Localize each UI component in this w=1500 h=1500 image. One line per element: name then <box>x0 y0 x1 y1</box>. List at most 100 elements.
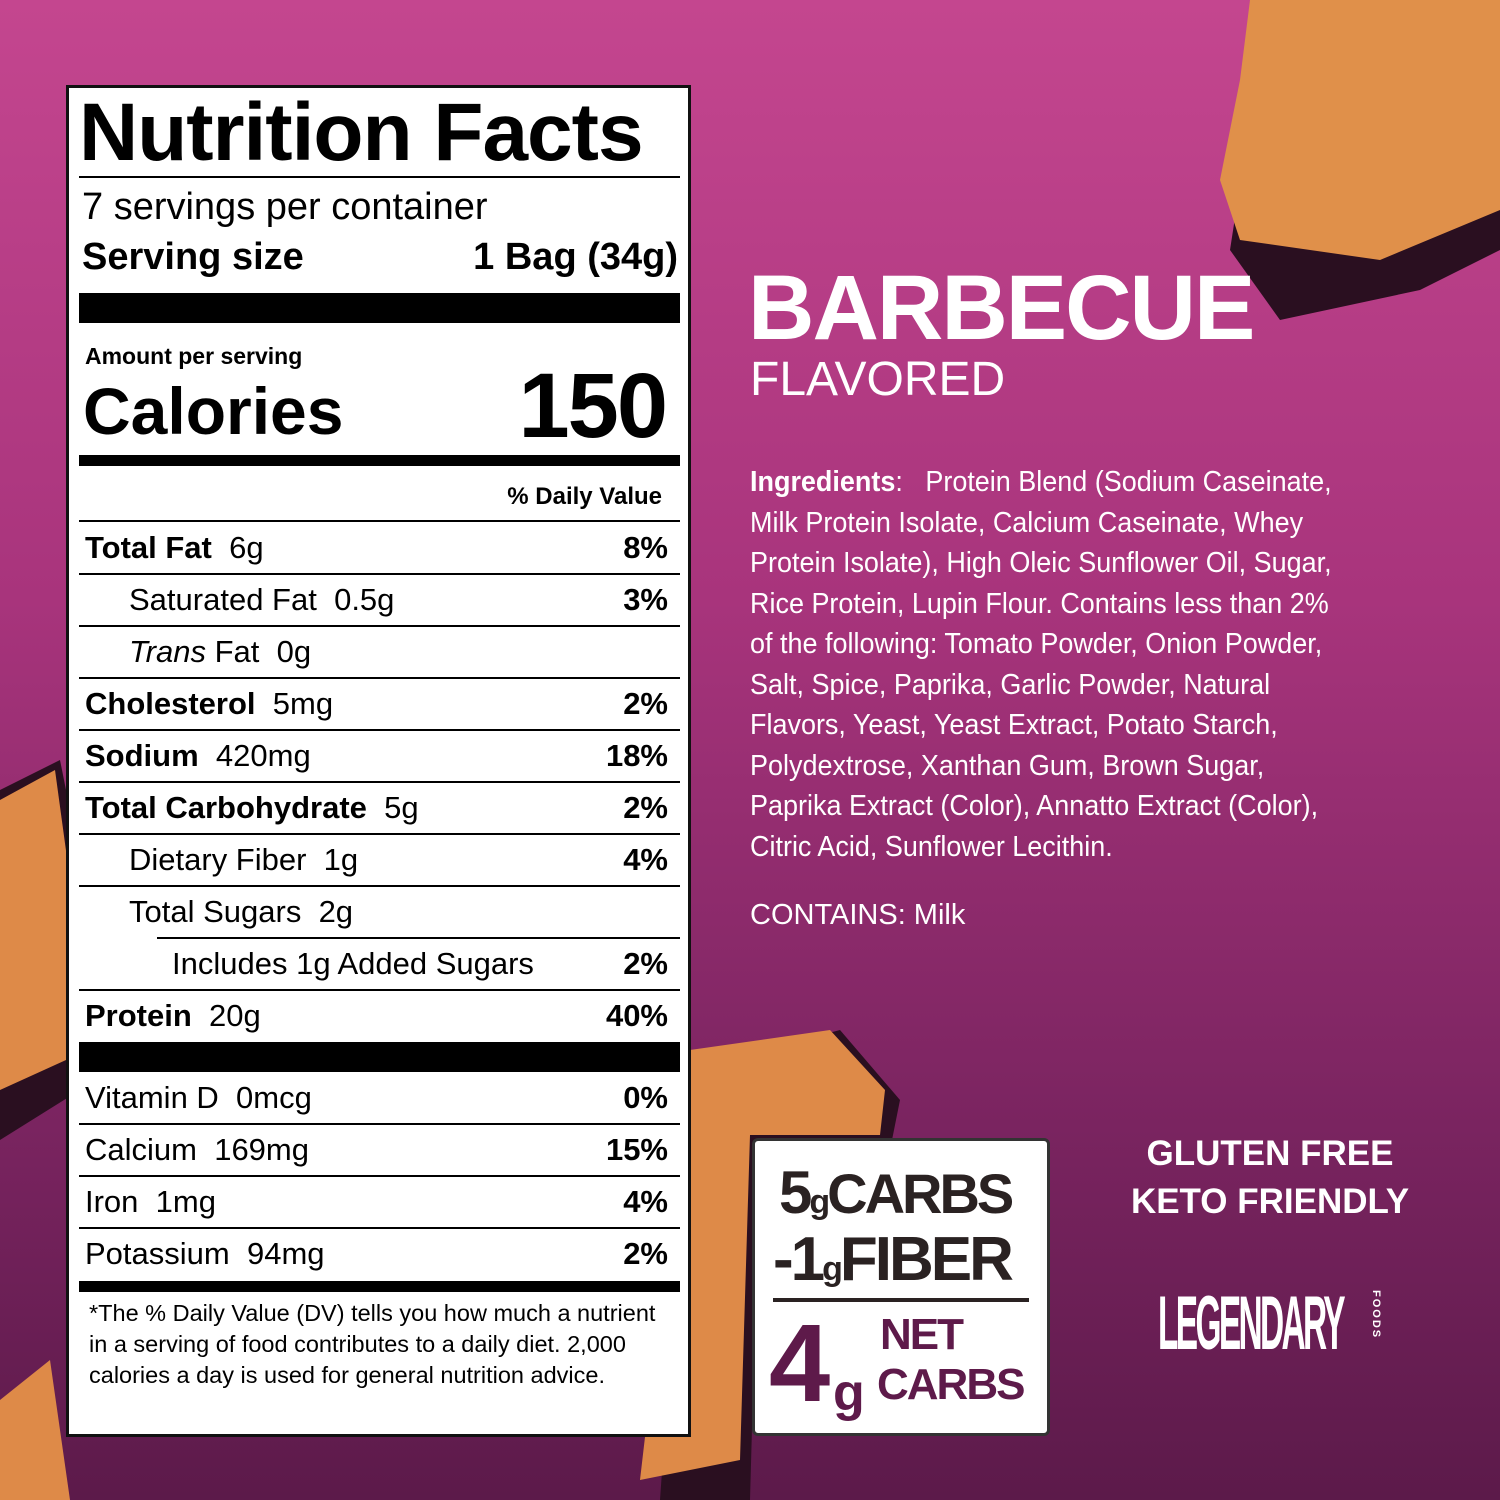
vitamin-row: Potassium 94mg 2% <box>85 1228 668 1280</box>
fiber-unit: g <box>822 1250 843 1288</box>
nutrient-amount: 0.5g <box>334 582 395 617</box>
divider <box>79 520 680 522</box>
divider <box>79 989 680 991</box>
nutrient-amount: 20g <box>209 998 261 1033</box>
nutrient-name: Protein <box>85 998 192 1033</box>
nutrient-row: Total Fat 6g 8% <box>85 522 668 574</box>
nutrient-daily-value: 4% <box>623 842 668 877</box>
calories-value: 150 <box>518 355 668 457</box>
nutrient-daily-value: 40% <box>605 998 668 1033</box>
vitamin-name: Potassium <box>85 1236 230 1271</box>
calories-label: Calories <box>83 374 344 448</box>
daily-value-header: % Daily Value <box>507 483 662 510</box>
divider <box>79 729 680 731</box>
ingredients-text: Protein Blend (Sodium Caseinate, Milk Pr… <box>750 466 1332 863</box>
divider <box>79 677 680 679</box>
nutrient-amount: 420mg <box>215 738 311 773</box>
fiber-line: -1gFIBER <box>773 1229 1014 1291</box>
nutrient-row: Protein 20g 40% <box>85 990 668 1042</box>
allergen-statement: CONTAINS: Milk <box>750 899 966 931</box>
servings-per-container: 7 servings per container <box>82 186 488 228</box>
divider <box>79 1227 680 1229</box>
vitamin-daily-value: 4% <box>623 1184 668 1219</box>
vitamin-amount: 94mg <box>246 1236 325 1271</box>
nutrient-name: Includes 1g Added Sugars <box>172 946 534 981</box>
ingredients-label: Ingredients <box>750 466 896 498</box>
thick-divider <box>79 293 680 323</box>
vitamin-row: Vitamin D 0mcg 0% <box>85 1072 668 1124</box>
chip-image-bottom-left <box>0 1360 70 1500</box>
nutrient-name: Dietary Fiber <box>129 842 307 877</box>
net-carbs-number: 4 <box>769 1302 830 1425</box>
vitamin-amount: 1mg <box>155 1184 216 1219</box>
nutrient-name: Total Sugars <box>129 894 302 929</box>
nutrient-amount: 6g <box>229 530 264 565</box>
nutrient-daily-value: 2% <box>623 686 668 721</box>
vitamin-row: Calcium 169mg 15% <box>85 1124 668 1176</box>
nutrition-facts-label: Nutrition Facts 7 servings per container… <box>66 85 691 1437</box>
logo-subtext: FOODS <box>1370 1290 1382 1340</box>
vitamin-amount: 169mg <box>214 1132 309 1167</box>
footnote: *The % Daily Value (DV) tells you how mu… <box>89 1300 656 1388</box>
nutrient-amount: 0g <box>276 634 312 669</box>
carbs-number: 5 <box>779 1159 812 1226</box>
vitamin-name: Calcium <box>85 1132 197 1167</box>
nutrient-name: Trans <box>129 634 206 669</box>
nutrient-daily-value: 2% <box>623 946 668 981</box>
nutrient-name: Sodium <box>85 738 199 773</box>
nutrient-daily-value: 8% <box>623 530 668 565</box>
net-carbs-label: CARBS <box>877 1360 1025 1409</box>
nutrient-name: Saturated Fat <box>129 582 317 617</box>
serving-size-label: Serving size <box>82 236 304 278</box>
divider <box>79 625 680 627</box>
chip-image-top-right <box>1220 0 1500 320</box>
divider <box>157 937 680 939</box>
nutrient-row: Saturated Fat 0.5g 3% <box>129 574 668 626</box>
thick-divider <box>79 1042 680 1072</box>
brand-logo: LEGENDARY <box>1158 1286 1346 1362</box>
nutrient-name-suffix: Fat <box>214 634 260 669</box>
nutrient-daily-value: 2% <box>623 790 668 825</box>
nutrient-name: Cholesterol <box>85 686 256 721</box>
net-label: NET <box>880 1310 964 1359</box>
nutrient-daily-value: 3% <box>623 582 668 617</box>
carbs-line: 5gCARBS <box>779 1162 1014 1225</box>
nutrient-amount: 2g <box>318 894 354 929</box>
keto-friendly-badge: KETO FRIENDLY <box>1130 1182 1410 1221</box>
divider <box>79 176 680 178</box>
carbs-unit: g <box>809 1183 830 1221</box>
serving-size-value: 1 Bag (34g) <box>473 236 678 278</box>
vitamin-amount: 0mcg <box>236 1080 312 1115</box>
nutrient-amount: 5g <box>384 790 419 825</box>
chip-image-left <box>0 760 80 1140</box>
chip-image-center <box>640 1030 900 1500</box>
thick-divider <box>79 455 680 466</box>
label-title: Nutrition Facts <box>79 87 644 178</box>
net-carbs-unit: g <box>833 1364 865 1422</box>
logo-text: LEGENDARY <box>1158 1281 1346 1366</box>
nutrient-row: Trans Fat 0g <box>129 626 668 678</box>
nutrient-row: Total Carbohydrate 5g 2% <box>85 782 668 834</box>
nutrient-name: Total Carbohydrate <box>85 790 367 825</box>
divider <box>79 1123 680 1125</box>
nutrient-daily-value: 18% <box>605 738 668 773</box>
ingredients: Ingredients: Protein Blend (Sodium Casei… <box>750 466 1332 863</box>
flavor-title: BARBECUE <box>748 257 1255 359</box>
vitamin-name: Vitamin D <box>85 1080 219 1115</box>
nutrient-row: Cholesterol 5mg 2% <box>85 678 668 730</box>
vitamin-daily-value: 0% <box>623 1080 668 1115</box>
vitamin-daily-value: 15% <box>605 1132 668 1167</box>
carbs-label: CARBS <box>827 1162 1014 1225</box>
divider <box>79 1175 680 1177</box>
nutrient-name: Total Fat <box>85 530 212 565</box>
gluten-free-badge: GLUTEN FREE <box>1146 1134 1394 1173</box>
fiber-number: -1 <box>773 1225 825 1294</box>
fiber-label: FIBER <box>839 1225 1014 1294</box>
nutrient-amount: 1g <box>323 842 359 877</box>
divider <box>773 1298 1029 1302</box>
vitamin-row: Iron 1mg 4% <box>85 1176 668 1228</box>
divider <box>79 781 680 783</box>
vitamin-daily-value: 2% <box>623 1236 668 1271</box>
nutrient-row: Total Sugars 2g <box>129 886 668 938</box>
nutrient-row: Sodium 420mg 18% <box>85 730 668 782</box>
